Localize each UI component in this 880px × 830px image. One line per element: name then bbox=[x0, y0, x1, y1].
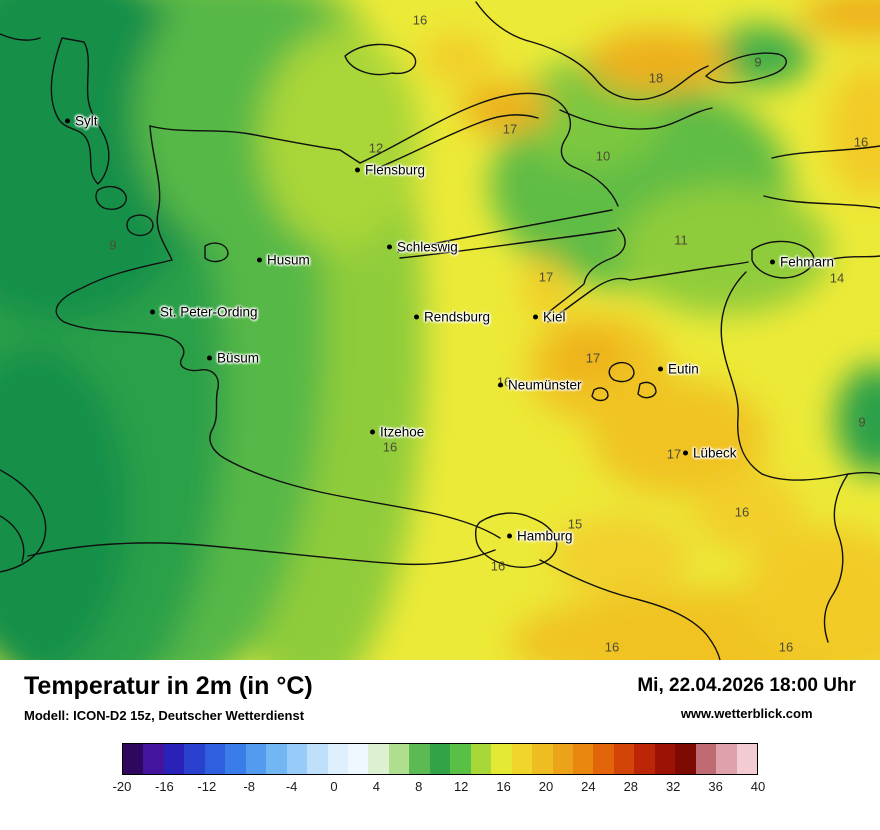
colorbar-tick-label: 28 bbox=[623, 778, 639, 794]
colorbar-tick-label: -4 bbox=[285, 778, 298, 794]
colorbar-segment bbox=[572, 743, 594, 774]
colorbar-segment bbox=[491, 743, 512, 774]
model-info: Modell: ICON-D2 15z, Deutscher Wetterdie… bbox=[24, 707, 305, 723]
colorbar-segment bbox=[470, 743, 492, 774]
colorbar-wrap: -20 -16 -12 -8 -4 0 4 8 12 16 20 24 28 32 36 40 bbox=[113, 742, 766, 797]
colorbar-tick-label: 36 bbox=[708, 778, 723, 794]
colorbar-segment bbox=[245, 743, 267, 774]
colorbar-ticks: -20 -16 -12 -8 -4 0 4 8 12 16 20 24 28 32 36 40 bbox=[113, 778, 766, 797]
colorbar-tick-label: 0 bbox=[330, 778, 338, 794]
colorbar-segment bbox=[552, 743, 573, 774]
colorbar-segment bbox=[409, 743, 430, 774]
colorbar-segment bbox=[675, 743, 696, 774]
colorbar-segment bbox=[307, 743, 328, 774]
colorbar-segment bbox=[654, 743, 676, 774]
map-svg bbox=[0, 0, 880, 660]
colorbar-segment bbox=[634, 743, 655, 774]
colorbar-tick-label: 8 bbox=[415, 778, 423, 794]
colorbar-segment bbox=[368, 743, 389, 774]
website-text: www.wetterblick.com bbox=[680, 706, 813, 721]
colorbar-tick-label: 24 bbox=[581, 778, 596, 794]
colorbar-segment bbox=[123, 743, 144, 774]
colorbar-tick-label: -8 bbox=[243, 778, 255, 794]
colorbar-tick-label: -16 bbox=[154, 778, 174, 794]
colorbar-segment bbox=[225, 743, 246, 774]
colorbar-segment bbox=[532, 743, 553, 774]
forecast-datetime: Mi, 22.04.2026 18:00 Uhr bbox=[637, 675, 856, 696]
temperature-map: 16 18 9 17 12 10 16 9 11 17 14 17 16 16 17 9 16 15 16 16 16 … bbox=[0, 0, 880, 660]
colorbar-tick-label: -20 bbox=[112, 778, 132, 794]
colorbar-segment bbox=[286, 743, 308, 774]
colorbar-segment bbox=[184, 743, 205, 774]
colorbar-tick-label: 40 bbox=[750, 778, 766, 794]
coastline-contours bbox=[0, 1, 880, 660]
colorbar-segment bbox=[429, 743, 451, 774]
colorbar-tick-label: 32 bbox=[665, 778, 681, 794]
footer: Temperatur in 2m (in °C) Modell: ICON-D2… bbox=[0, 660, 880, 830]
colorbar-tick-label: 20 bbox=[538, 778, 554, 794]
colorbar bbox=[122, 742, 758, 775]
colorbar-segment bbox=[143, 743, 164, 774]
colorbar-segment bbox=[613, 743, 635, 774]
colorbar-tick-label: 12 bbox=[453, 778, 469, 794]
colorbar-segment bbox=[388, 743, 410, 774]
footer-right: Mi, 22.04.2026 18:00 Uhr www.wetterblick… bbox=[637, 672, 856, 721]
colorbar-tick-label: -12 bbox=[197, 778, 217, 794]
colorbar-tick-label: 4 bbox=[372, 778, 381, 794]
colorbar-segment bbox=[695, 743, 717, 774]
colorbar-segment bbox=[163, 743, 185, 774]
colorbar-segment bbox=[511, 743, 533, 774]
footer-text-row: Temperatur in 2m (in °C) Modell: ICON-D2… bbox=[24, 672, 856, 723]
temperature-field bbox=[0, 0, 880, 660]
colorbar-segment bbox=[266, 743, 287, 774]
footer-left: Temperatur in 2m (in °C) Modell: ICON-D2… bbox=[24, 672, 313, 723]
colorbar-segment bbox=[450, 743, 471, 774]
colorbar-segment bbox=[204, 743, 226, 774]
colorbar-segment bbox=[347, 743, 369, 774]
colorbar-segment bbox=[593, 743, 614, 774]
page-title: Temperatur in 2m (in °C) bbox=[24, 672, 313, 700]
colorbar-segment bbox=[736, 743, 758, 774]
colorbar-segment bbox=[716, 743, 737, 774]
colorbar-segment bbox=[327, 743, 348, 774]
colorbar-tick-label: 16 bbox=[496, 778, 511, 794]
